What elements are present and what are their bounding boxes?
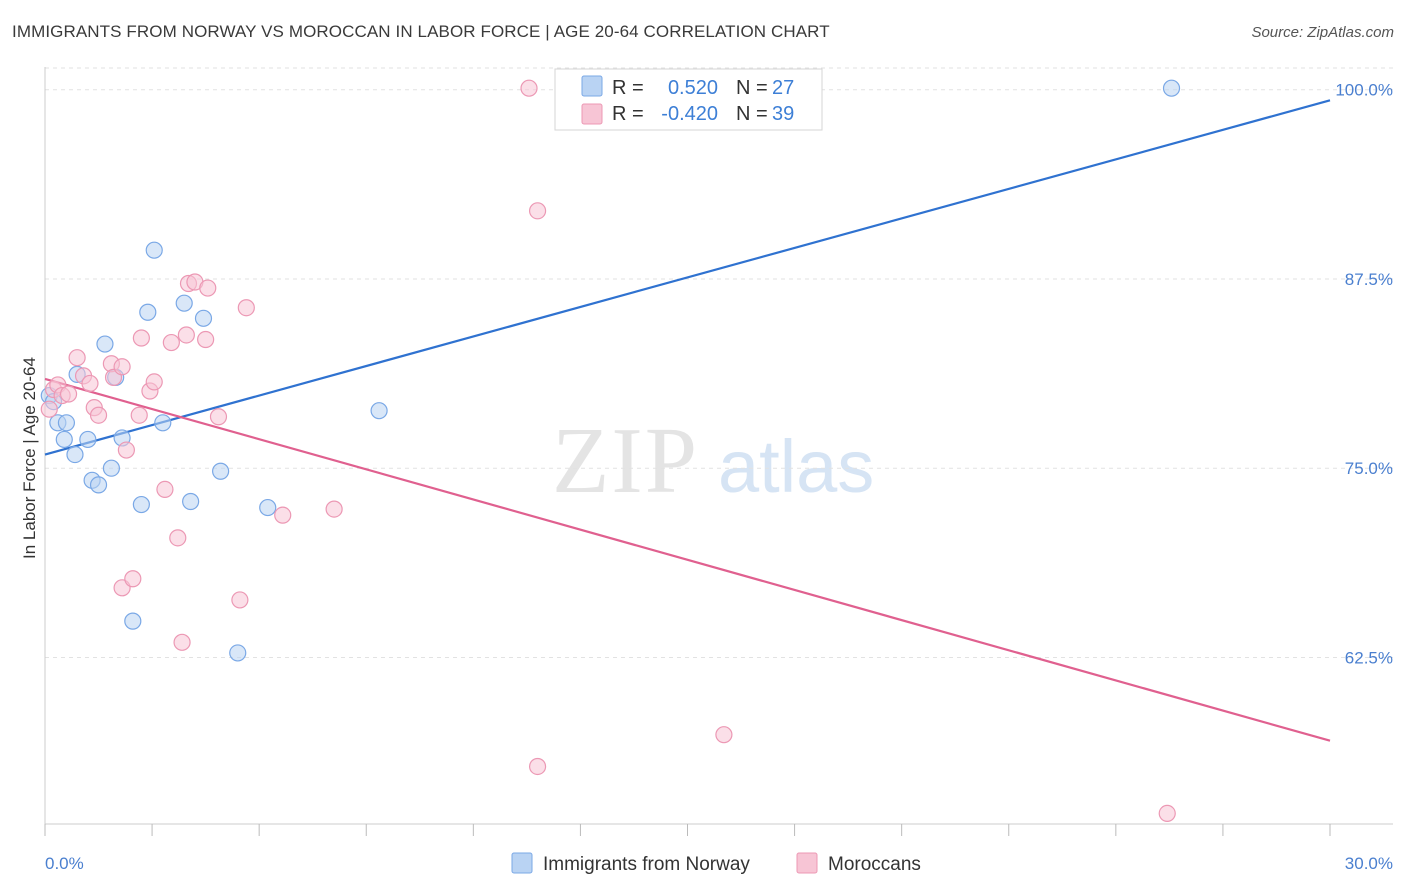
point-norway [132, 495, 150, 514]
correlation-legend: R = 0.520 N = 27 R = -0.420 N = 39 [554, 68, 823, 131]
point-moroccan [117, 441, 135, 459]
trend-lines [44, 99, 1331, 742]
point-moroccan [40, 400, 58, 418]
point-moroccan [528, 757, 547, 776]
source-credit: Source: ZipAtlas.com [1251, 24, 1394, 41]
point-norway [96, 335, 114, 353]
point-norway [139, 303, 157, 321]
point-moroccan [59, 385, 78, 403]
point-moroccan [81, 374, 99, 393]
data-points [40, 79, 1181, 823]
point-norway [212, 462, 230, 480]
point-moroccan [68, 349, 86, 367]
point-moroccan [528, 202, 547, 220]
legend-n-label-norway: N = [736, 77, 768, 99]
point-moroccan [173, 633, 191, 651]
point-moroccan [274, 506, 292, 524]
legend-swatch-moroccan [581, 103, 603, 125]
point-moroccan [231, 591, 249, 609]
point-norway [1162, 79, 1181, 97]
legend-n-value-moroccan: 39 [772, 103, 794, 125]
point-moroccan [156, 480, 174, 499]
point-norway [175, 294, 193, 312]
legend-r-value-moroccan: -0.420 [661, 103, 718, 125]
point-moroccan [1158, 804, 1176, 823]
point-moroccan [124, 570, 142, 588]
point-norway [66, 445, 84, 464]
point-moroccan [209, 408, 228, 426]
point-norway [370, 402, 388, 420]
x-tick-label-min: 0.0% [45, 854, 84, 873]
point-moroccan [177, 326, 195, 344]
y-tick-label: 87.5% [1345, 270, 1393, 289]
point-moroccan [520, 79, 538, 97]
point-norway [57, 414, 76, 432]
point-norway [145, 241, 163, 259]
point-norway [79, 430, 97, 449]
x-ticks [44, 824, 1331, 836]
legend-n-value-norway: 27 [772, 77, 794, 99]
grid [45, 67, 1393, 658]
y-axis-label: In Labor Force | Age 20-64 [20, 357, 39, 559]
point-norway [229, 644, 247, 662]
point-moroccan [715, 726, 733, 744]
y-tick-labels: 62.5% 75.0% 87.5% 100.0% [1335, 81, 1393, 668]
point-norway [89, 476, 108, 494]
legend-r-label-norway: R = [612, 77, 644, 99]
point-moroccan [169, 529, 187, 547]
point-norway [154, 414, 172, 432]
legend-r-value-norway: 0.520 [668, 77, 718, 99]
point-norway [182, 492, 200, 511]
point-norway [124, 612, 142, 630]
point-norway [55, 430, 73, 449]
bottom-legend-label-moroccan: Moroccans [828, 854, 921, 875]
watermark-zip: ZIP [552, 409, 699, 513]
watermark-atlas: atlas [718, 425, 874, 508]
legend-swatch-norway [581, 75, 603, 97]
y-tick-label: 62.5% [1345, 648, 1393, 667]
point-moroccan [130, 406, 148, 424]
point-norway [194, 309, 213, 327]
trend-line-norway [44, 99, 1331, 456]
point-moroccan [325, 500, 343, 518]
point-moroccan [113, 358, 131, 376]
point-moroccan [197, 330, 215, 349]
point-moroccan [162, 333, 180, 352]
point-moroccan [145, 373, 163, 391]
bottom-legend-swatch-moroccan [796, 852, 818, 874]
bottom-legend-label-norway: Immigrants from Norway [543, 854, 750, 875]
point-norway [259, 498, 277, 517]
point-moroccan [132, 329, 150, 347]
legend-r-label-moroccan: R = [612, 103, 644, 125]
y-tick-label: 100.0% [1335, 81, 1393, 100]
series-legend: Immigrants from Norway Moroccans [511, 852, 921, 875]
point-norway [102, 459, 120, 477]
x-tick-label-max: 30.0% [1345, 854, 1393, 873]
trend-line-moroccan [44, 377, 1331, 742]
point-moroccan [89, 406, 108, 424]
chart-title: IMMIGRANTS FROM NORWAY VS MOROCCAN IN LA… [12, 22, 830, 41]
bottom-legend-swatch-norway [511, 852, 533, 874]
legend-n-label-moroccan: N = [736, 103, 768, 125]
axes [44, 67, 1393, 825]
y-tick-label: 75.0% [1345, 459, 1393, 478]
point-moroccan [199, 279, 217, 297]
point-moroccan [237, 299, 255, 317]
